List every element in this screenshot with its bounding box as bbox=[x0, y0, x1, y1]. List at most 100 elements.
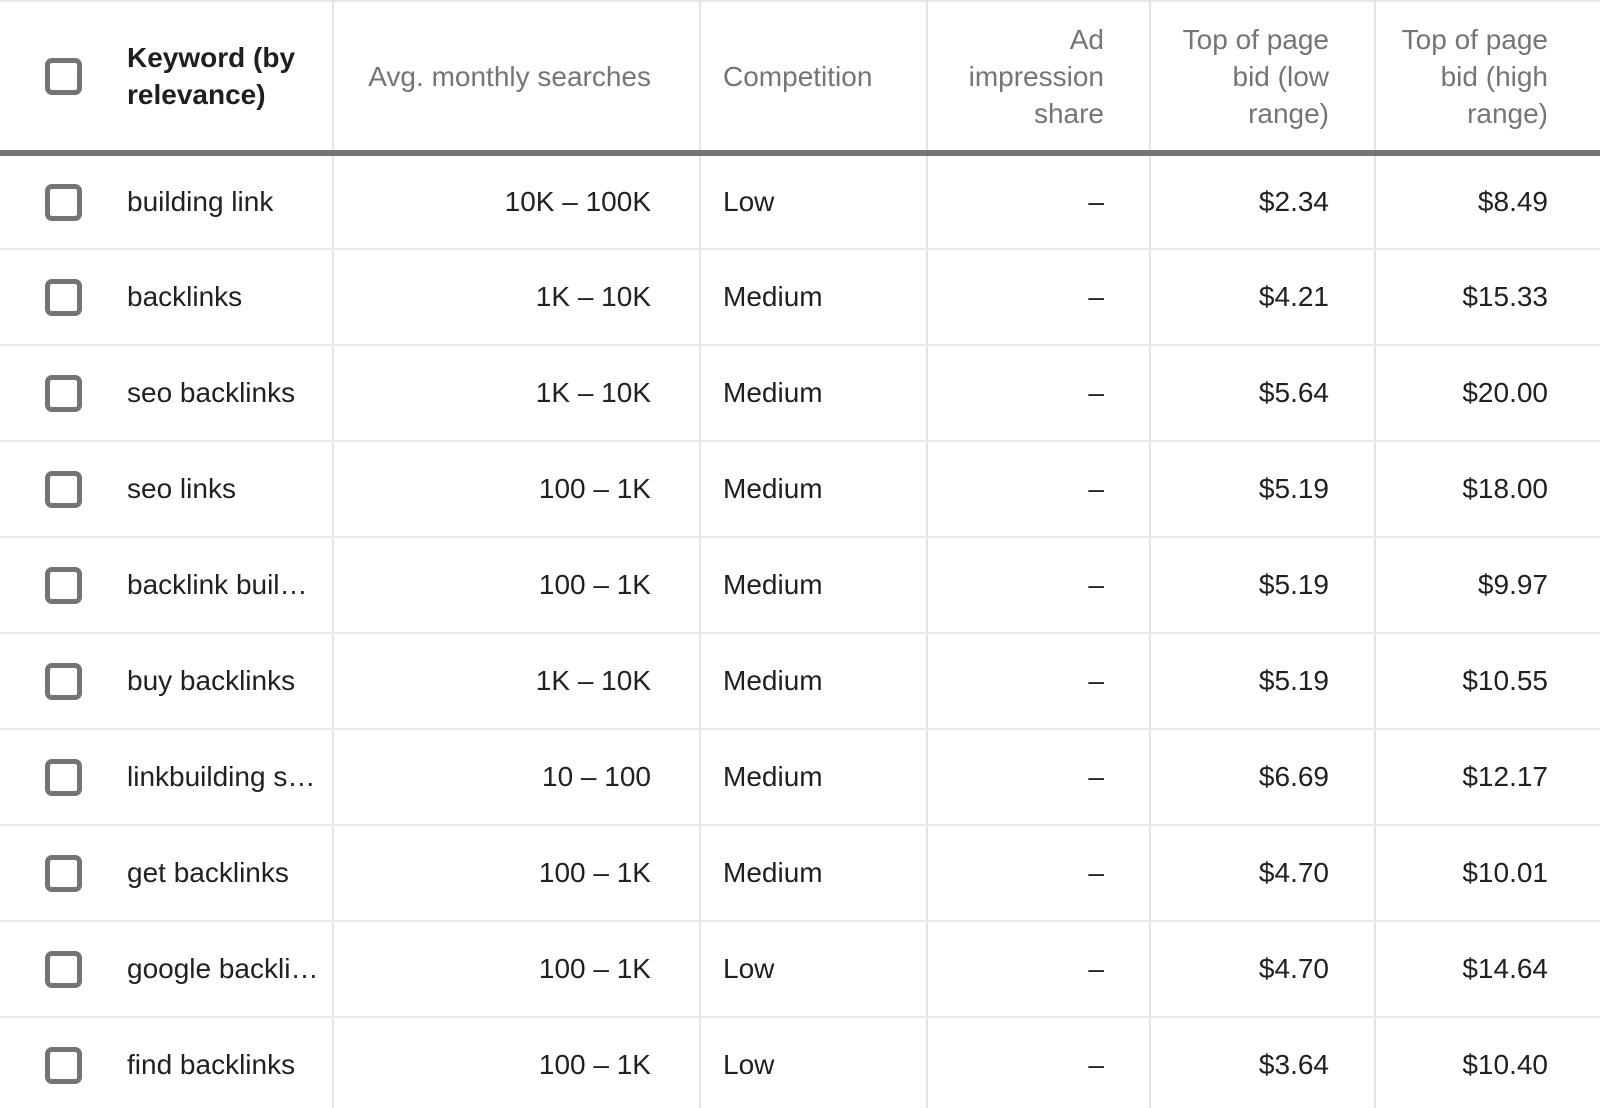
bid-low-cell: $6.69 bbox=[1150, 729, 1376, 826]
table-row: get backlinks 100 – 1K Medium – $4.70 $10.01 bbox=[0, 825, 1600, 922]
keyword-cell: google backli… bbox=[0, 921, 334, 1018]
row-checkbox[interactable] bbox=[45, 1046, 82, 1084]
table-row: building link 10K – 100K Low – $2.34 $8.49 bbox=[0, 153, 1600, 250]
table-row: google backli… 100 – 1K Low – $4.70 $14.64 bbox=[0, 921, 1600, 1018]
competition-cell: Medium bbox=[700, 825, 928, 922]
column-header-ad-impression-share: Ad impression share bbox=[927, 1, 1151, 156]
searches-cell: 1K – 10K bbox=[333, 633, 701, 730]
ad-impression-share-cell: – bbox=[927, 825, 1151, 922]
column-header-searches: Avg. monthly searches bbox=[333, 1, 701, 156]
ad-impression-share-cell: – bbox=[927, 537, 1151, 634]
table-row: buy backlinks 1K – 10K Medium – $5.19 $10.55 bbox=[0, 633, 1600, 730]
searches-cell: 100 – 1K bbox=[333, 537, 701, 634]
searches-cell: 1K – 10K bbox=[333, 345, 701, 442]
bid-high-cell: $10.40 bbox=[1375, 1017, 1600, 1108]
keyword-cell: backlink buil… bbox=[0, 537, 334, 634]
ad-impression-share-cell: – bbox=[927, 441, 1151, 538]
header-row: Keyword (by relevance) Avg. monthly sear… bbox=[0, 1, 1600, 156]
searches-cell: 10K – 100K bbox=[333, 153, 701, 250]
column-header-competition: Competition bbox=[700, 1, 928, 156]
bid-high-cell: $9.97 bbox=[1375, 537, 1600, 634]
row-checkbox[interactable] bbox=[45, 950, 82, 988]
bid-low-cell: $5.19 bbox=[1150, 537, 1376, 634]
searches-cell: 1K – 10K bbox=[333, 249, 701, 346]
select-all-checkbox[interactable] bbox=[45, 57, 82, 95]
searches-cell: 10 – 100 bbox=[333, 729, 701, 826]
bid-high-cell: $8.49 bbox=[1375, 153, 1600, 250]
competition-cell: Medium bbox=[700, 249, 928, 346]
keyword-label: find backlinks bbox=[127, 1049, 296, 1080]
competition-cell: Low bbox=[700, 153, 928, 250]
ad-impression-share-cell: – bbox=[927, 633, 1151, 730]
bid-high-cell: $14.64 bbox=[1375, 921, 1600, 1018]
competition-cell: Medium bbox=[700, 537, 928, 634]
bid-low-cell: $4.21 bbox=[1150, 249, 1376, 346]
bid-low-cell: $2.34 bbox=[1150, 153, 1376, 250]
keyword-label: get backlinks bbox=[127, 857, 289, 888]
bid-high-cell: $15.33 bbox=[1375, 249, 1600, 346]
keyword-label: seo backlinks bbox=[127, 377, 296, 408]
ad-impression-share-cell: – bbox=[927, 1017, 1151, 1108]
competition-cell: Medium bbox=[700, 729, 928, 826]
keyword-cell: building link bbox=[0, 153, 334, 250]
bid-high-cell: $10.01 bbox=[1375, 825, 1600, 922]
competition-cell: Low bbox=[700, 1017, 928, 1108]
keyword-cell: backlinks bbox=[0, 249, 334, 346]
column-header-bid-low: Top of page bid (low range) bbox=[1150, 1, 1376, 156]
column-header-bid-high: Top of page bid (high range) bbox=[1375, 1, 1600, 156]
searches-cell: 100 – 1K bbox=[333, 921, 701, 1018]
table-row: seo links 100 – 1K Medium – $5.19 $18.00 bbox=[0, 441, 1600, 538]
competition-cell: Low bbox=[700, 921, 928, 1018]
row-checkbox[interactable] bbox=[45, 278, 82, 316]
keyword-cell: buy backlinks bbox=[0, 633, 334, 730]
bid-low-cell: $5.19 bbox=[1150, 633, 1376, 730]
table-header: Keyword (by relevance) Avg. monthly sear… bbox=[0, 1, 1600, 156]
row-checkbox[interactable] bbox=[45, 662, 82, 700]
bid-low-cell: $5.64 bbox=[1150, 345, 1376, 442]
searches-cell: 100 – 1K bbox=[333, 441, 701, 538]
ad-impression-share-cell: – bbox=[927, 345, 1151, 442]
bid-low-cell: $4.70 bbox=[1150, 921, 1376, 1018]
keyword-cell: find backlinks bbox=[0, 1017, 334, 1108]
bid-low-cell: $4.70 bbox=[1150, 825, 1376, 922]
table-row: backlinks 1K – 10K Medium – $4.21 $15.33 bbox=[0, 249, 1600, 346]
competition-cell: Medium bbox=[700, 345, 928, 442]
ad-impression-share-cell: – bbox=[927, 249, 1151, 346]
searches-cell: 100 – 1K bbox=[333, 1017, 701, 1108]
keyword-label: linkbuilding s… bbox=[127, 761, 316, 792]
keyword-label: buy backlinks bbox=[127, 665, 296, 696]
bid-high-cell: $20.00 bbox=[1375, 345, 1600, 442]
ad-impression-share-cell: – bbox=[927, 921, 1151, 1018]
table-row: linkbuilding s… 10 – 100 Medium – $6.69 $12.1… bbox=[0, 729, 1600, 826]
row-checkbox[interactable] bbox=[45, 470, 82, 508]
keyword-cell: seo backlinks bbox=[0, 345, 334, 442]
row-checkbox[interactable] bbox=[45, 854, 82, 892]
row-checkbox[interactable] bbox=[45, 566, 82, 604]
searches-cell: 100 – 1K bbox=[333, 825, 701, 922]
keyword-label: backlinks bbox=[127, 281, 243, 312]
keyword-label: google backli… bbox=[127, 953, 319, 984]
row-checkbox[interactable] bbox=[45, 758, 82, 796]
keyword-cell: get backlinks bbox=[0, 825, 334, 922]
keyword-label: building link bbox=[127, 186, 274, 217]
table-row: seo backlinks 1K – 10K Medium – $5.64 $20.00 bbox=[0, 345, 1600, 442]
keyword-cell: seo links bbox=[0, 441, 334, 538]
keyword-label: seo links bbox=[127, 473, 236, 504]
competition-cell: Medium bbox=[700, 633, 928, 730]
bid-high-cell: $12.17 bbox=[1375, 729, 1600, 826]
column-header-keyword: Keyword (by relevance) bbox=[0, 1, 334, 156]
row-checkbox[interactable] bbox=[45, 374, 82, 412]
bid-low-cell: $5.19 bbox=[1150, 441, 1376, 538]
keyword-label: backlink buil… bbox=[127, 569, 308, 600]
ad-impression-share-cell: – bbox=[927, 153, 1151, 250]
bid-low-cell: $3.64 bbox=[1150, 1017, 1376, 1108]
table-row: backlink buil… 100 – 1K Medium – $5.19 $9.97 bbox=[0, 537, 1600, 634]
ad-impression-share-cell: – bbox=[927, 729, 1151, 826]
keyword-cell: linkbuilding s… bbox=[0, 729, 334, 826]
table-body: building link 10K – 100K Low – $2.34 $8.49 bac… bbox=[0, 153, 1600, 1108]
row-checkbox[interactable] bbox=[45, 183, 82, 221]
competition-cell: Medium bbox=[700, 441, 928, 538]
bid-high-cell: $10.55 bbox=[1375, 633, 1600, 730]
